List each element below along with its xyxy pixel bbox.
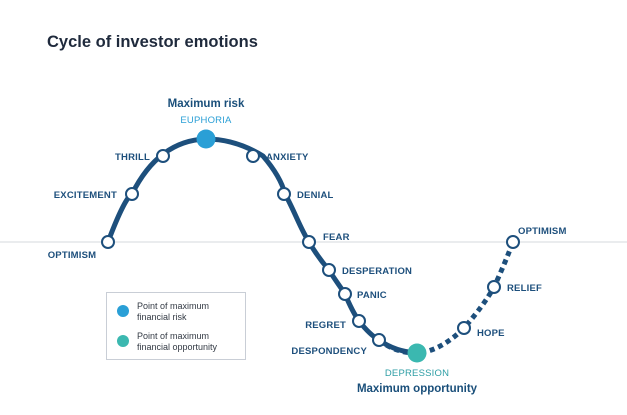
legend-label-max-risk: Point of maximum financial risk — [137, 301, 210, 322]
marker-optimism-start — [101, 235, 115, 249]
marker-anxiety — [246, 149, 260, 163]
cycle-curve-dotted — [377, 241, 516, 356]
marker-thrill — [156, 149, 170, 163]
label-optimism-end: OPTIMISM — [518, 226, 567, 237]
label-despondency: DESPONDENCY — [291, 346, 367, 357]
label-denial: DENIAL — [297, 190, 334, 201]
legend-item-max-risk: Point of maximum financial risk — [117, 301, 237, 323]
max-opportunity-headline: Maximum opportunity — [357, 383, 478, 395]
marker-euphoria — [196, 129, 216, 149]
max-opportunity-dot-icon — [117, 335, 129, 347]
marker-denial — [277, 187, 291, 201]
label-fear: FEAR — [323, 232, 350, 243]
max-risk-dot-icon — [117, 305, 129, 317]
legend-item-max-opportunity: Point of maximum financial opportunity — [117, 331, 237, 353]
label-anxiety: ANXIETY — [266, 152, 309, 163]
legend: Point of maximum financial risk Point of… — [106, 292, 246, 360]
label-desperation: DESPERATION — [342, 266, 412, 277]
marker-hope — [457, 321, 471, 335]
page-title: Cycle of investor emotions — [47, 33, 258, 51]
label-optimism-start: OPTIMISM — [48, 250, 97, 261]
marker-regret — [352, 314, 366, 328]
label-relief: RELIEF — [507, 283, 542, 294]
marker-excitement — [125, 187, 139, 201]
marker-despondency — [372, 333, 386, 347]
label-euphoria: EUPHORIA — [180, 115, 232, 126]
marker-desperation — [322, 263, 336, 277]
label-regret: REGRET — [305, 320, 346, 331]
label-hope: HOPE — [477, 328, 505, 339]
max-risk-headline: Maximum risk — [168, 98, 245, 110]
label-panic: PANIC — [357, 290, 387, 301]
marker-panic — [338, 287, 352, 301]
label-thrill: THRILL — [115, 152, 150, 163]
marker-depression — [407, 343, 427, 363]
marker-relief — [487, 280, 501, 294]
label-depression: DEPRESSION — [385, 368, 449, 379]
label-excitement: EXCITEMENT — [54, 190, 117, 201]
legend-label-max-opportunity: Point of maximum financial opportunity — [137, 331, 218, 352]
marker-optimism-end — [506, 235, 520, 249]
marker-fear — [302, 235, 316, 249]
